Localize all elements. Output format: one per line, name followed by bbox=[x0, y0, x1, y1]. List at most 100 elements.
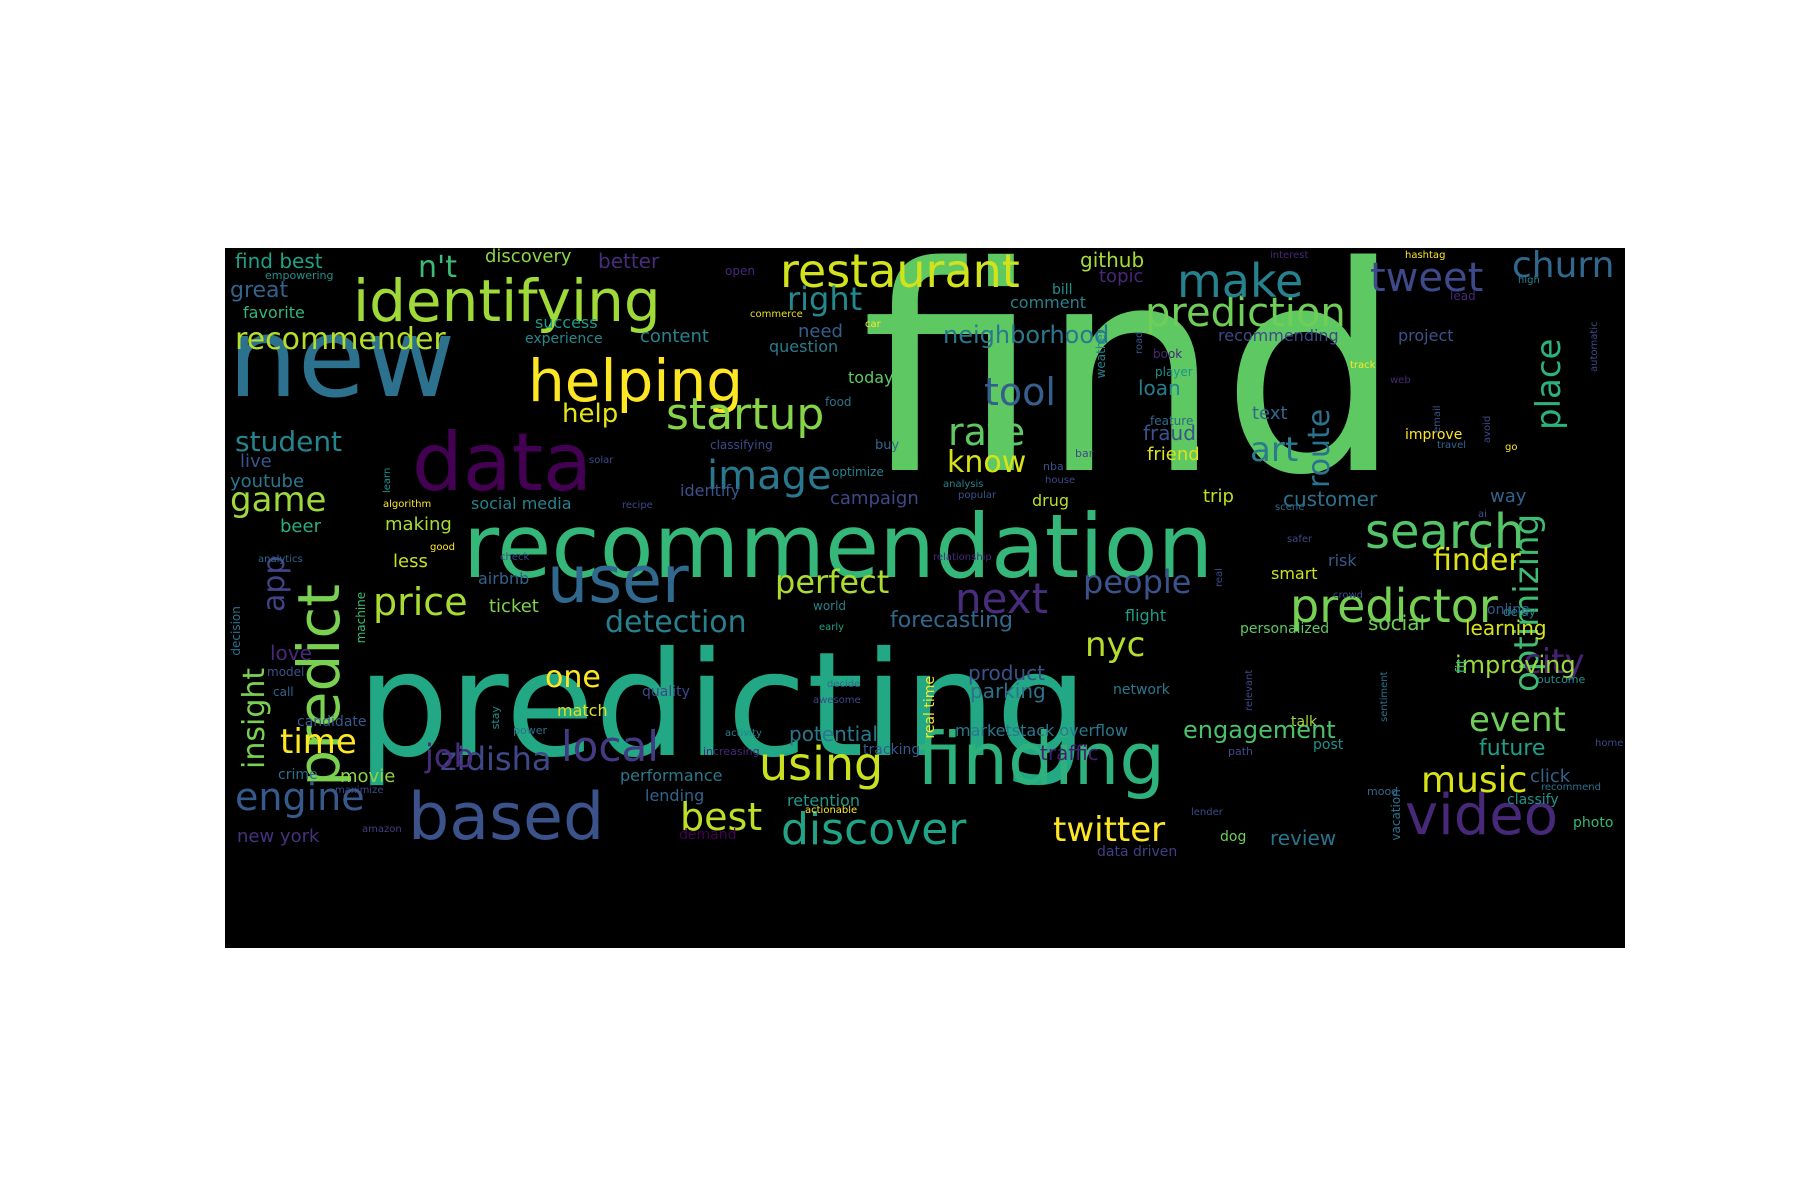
word-network: network bbox=[1113, 682, 1170, 698]
word-ai: ai bbox=[1478, 509, 1487, 520]
word-algorithm: algorithm bbox=[383, 499, 432, 510]
word-automatic: automatic bbox=[1589, 321, 1600, 372]
word-car: car bbox=[865, 319, 881, 330]
word-classify: classify bbox=[1507, 792, 1559, 808]
word-good: good bbox=[430, 542, 455, 553]
word-love: love bbox=[270, 641, 312, 665]
word-performance: performance bbox=[620, 766, 723, 785]
word-crowd: crowd bbox=[1333, 590, 1364, 601]
word-youtube: youtube bbox=[230, 471, 305, 492]
word-weather: weather bbox=[1094, 329, 1108, 379]
word-web: web bbox=[1390, 375, 1411, 386]
word-campaign: campaign bbox=[830, 488, 919, 509]
word-demand: demand bbox=[679, 827, 737, 843]
word-game: game bbox=[230, 480, 327, 520]
word-new: new bbox=[228, 294, 456, 422]
word-track: track bbox=[1350, 360, 1376, 371]
word-classifying: classifying bbox=[710, 438, 773, 452]
word-delay: delay bbox=[1503, 605, 1536, 619]
word-sentiment: sentiment bbox=[1379, 671, 1390, 722]
word-real-time: real time bbox=[922, 675, 938, 739]
word-go: go bbox=[1505, 442, 1518, 453]
word-mood: mood bbox=[1367, 785, 1399, 798]
word-buy: buy bbox=[875, 438, 900, 453]
word-identifying: identifying bbox=[353, 267, 661, 335]
word-road: road bbox=[1134, 331, 1145, 355]
word-experience: experience bbox=[525, 331, 603, 347]
word-talk: talk bbox=[1291, 714, 1318, 730]
word-learning: learning bbox=[1465, 616, 1547, 640]
word-email: email bbox=[1432, 405, 1443, 433]
word-book: book bbox=[1153, 347, 1183, 361]
word-zidisha: zidisha bbox=[440, 740, 552, 778]
word-review: review bbox=[1270, 826, 1337, 850]
word-high: high bbox=[1518, 275, 1540, 286]
word-text: text bbox=[1252, 403, 1288, 424]
word-make: make bbox=[1177, 254, 1304, 308]
word-predicting: predicting bbox=[357, 621, 1088, 790]
word-using: using bbox=[759, 737, 884, 791]
word-recipe: recipe bbox=[622, 500, 653, 511]
word-time: time bbox=[280, 722, 357, 762]
word-making: making bbox=[385, 514, 452, 535]
word-art: art bbox=[1250, 430, 1299, 470]
word-route: route bbox=[1302, 408, 1337, 488]
word-fit: fit bbox=[1454, 658, 1470, 674]
word-actionable: actionable bbox=[805, 805, 858, 816]
word-next: next bbox=[955, 574, 1049, 623]
word-new-york: new york bbox=[237, 826, 320, 847]
word-great: great bbox=[230, 278, 289, 303]
word-find: find bbox=[861, 248, 1403, 538]
word-candidate: candidate bbox=[297, 714, 367, 730]
word-insight: insight bbox=[237, 667, 272, 769]
word-parking: parking bbox=[970, 679, 1046, 703]
word-content: content bbox=[640, 326, 709, 347]
word-perfect: perfect bbox=[775, 563, 890, 601]
word-post: post bbox=[1313, 737, 1344, 753]
word-decision: decision bbox=[229, 606, 243, 656]
word-hashtag: hashtag bbox=[1405, 250, 1446, 261]
word-nba: nba bbox=[1043, 460, 1064, 473]
word-maximize: maximize bbox=[335, 785, 384, 796]
word-github: github bbox=[1080, 248, 1145, 272]
word-outcome: outcome bbox=[1537, 673, 1586, 686]
word-social-media: social media bbox=[471, 494, 572, 513]
word-travel: travel bbox=[1437, 440, 1467, 451]
word-model: model bbox=[267, 665, 305, 679]
word-avoid: avoid bbox=[1482, 415, 1493, 443]
word-lender: lender bbox=[1191, 807, 1223, 818]
word-engine: engine bbox=[235, 775, 365, 819]
word-today: today bbox=[848, 368, 894, 387]
word-success: success bbox=[535, 313, 598, 332]
word-optimize: optimize bbox=[832, 465, 884, 479]
word-smart: smart bbox=[1271, 564, 1318, 583]
word-interest: interest bbox=[1270, 250, 1309, 261]
word-quality: quality bbox=[642, 684, 690, 700]
word-player: player bbox=[1155, 365, 1193, 379]
word-lending: lending bbox=[645, 786, 705, 805]
word-help: help bbox=[562, 399, 619, 429]
word-recommending: recommending bbox=[1218, 326, 1339, 345]
word-activity: activity bbox=[725, 728, 762, 739]
word-customer: customer bbox=[1283, 487, 1378, 511]
word-open: open bbox=[725, 264, 755, 278]
word-music: music bbox=[1421, 760, 1528, 801]
word-analytics: analytics bbox=[258, 554, 303, 565]
word-comment: comment bbox=[1010, 293, 1087, 312]
word-finder: finder bbox=[1433, 543, 1521, 578]
word-flight: flight bbox=[1125, 606, 1167, 625]
word-solar: solar bbox=[589, 455, 614, 466]
word-restaurant: restaurant bbox=[780, 248, 1020, 298]
word-recommender: recommender bbox=[235, 322, 446, 357]
word-online: online bbox=[1487, 602, 1530, 618]
word-food: food bbox=[825, 395, 852, 409]
word-beer: beer bbox=[280, 516, 321, 537]
word-city: city bbox=[1523, 642, 1585, 682]
word-data-driven: data driven bbox=[1097, 844, 1178, 860]
word-question: question bbox=[769, 337, 839, 356]
word-place: place bbox=[1529, 338, 1569, 430]
word-dog: dog bbox=[1220, 829, 1247, 845]
word-friend: friend bbox=[1147, 444, 1200, 465]
word-student: student bbox=[235, 425, 343, 458]
word-topic: topic bbox=[1099, 266, 1144, 287]
